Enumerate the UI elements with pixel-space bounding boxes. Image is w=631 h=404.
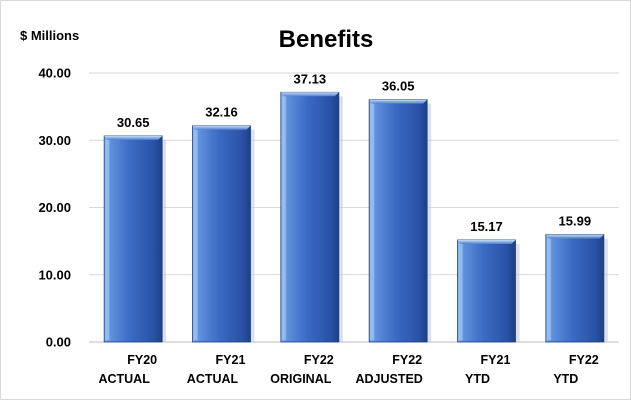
data-label-4: 15.17	[470, 219, 503, 234]
gridlines	[89, 72, 619, 343]
bar-cap-4	[457, 239, 516, 244]
x-tick-label-5: FY22 YTD	[553, 353, 598, 386]
x-tick-label-3: FY22 ADJUSTED	[355, 353, 422, 386]
bar-2	[280, 91, 343, 343]
data-label-5: 15.99	[559, 213, 592, 228]
bar-highlight-2	[281, 96, 286, 340]
bar-cap-1	[192, 125, 251, 130]
bar-0	[103, 135, 167, 343]
bars	[103, 91, 608, 343]
bar-body-0	[103, 135, 163, 343]
bar-highlight-3	[370, 103, 375, 340]
bar-highlight-4	[458, 243, 463, 340]
bar-4	[457, 239, 520, 343]
bar-body-2	[280, 91, 340, 343]
bar-cap-5	[545, 234, 604, 239]
bar-body-3	[368, 99, 428, 343]
data-label-0: 30.65	[117, 115, 150, 130]
bar-cap-3	[369, 99, 428, 104]
x-tick-label-2: FY22 ORIGINAL	[270, 353, 334, 386]
x-tick-label-0: FY20 ACTUAL	[98, 353, 157, 386]
bar-highlight-1	[193, 129, 198, 340]
data-label-2: 37.13	[294, 71, 327, 86]
bar-body-5	[545, 234, 605, 343]
x-tick-label-4: FY21 YTD	[465, 353, 510, 386]
bar-5	[545, 234, 608, 343]
bar-body-4	[457, 239, 516, 343]
data-label-1: 32.16	[205, 105, 238, 120]
bar-highlight-5	[546, 238, 551, 340]
x-tick-label-1: FY21 ACTUAL	[187, 353, 246, 386]
y-tick-label-0: 0.00	[46, 335, 71, 350]
y-tick-label-3: 30.00	[38, 133, 71, 148]
bar-body-1	[192, 125, 251, 343]
data-label-3: 36.05	[382, 79, 415, 94]
chart-title: Benefits	[279, 26, 374, 53]
labels: 0.00 10.00 20.00 30.00 40.00 30.65 FY20 ACTUAL 3…	[38, 66, 598, 387]
y-tick-label-4: 40.00	[38, 66, 71, 81]
bar-highlight-0	[105, 139, 110, 340]
bar-3	[368, 99, 432, 343]
bar-cap-0	[104, 135, 163, 140]
y-tick-label-1: 10.00	[38, 267, 71, 282]
bar-1	[192, 125, 255, 343]
bar-cap-2	[280, 92, 339, 97]
y-tick-label-2: 20.00	[38, 200, 71, 215]
y-axis-label: $ Millions	[20, 28, 79, 43]
